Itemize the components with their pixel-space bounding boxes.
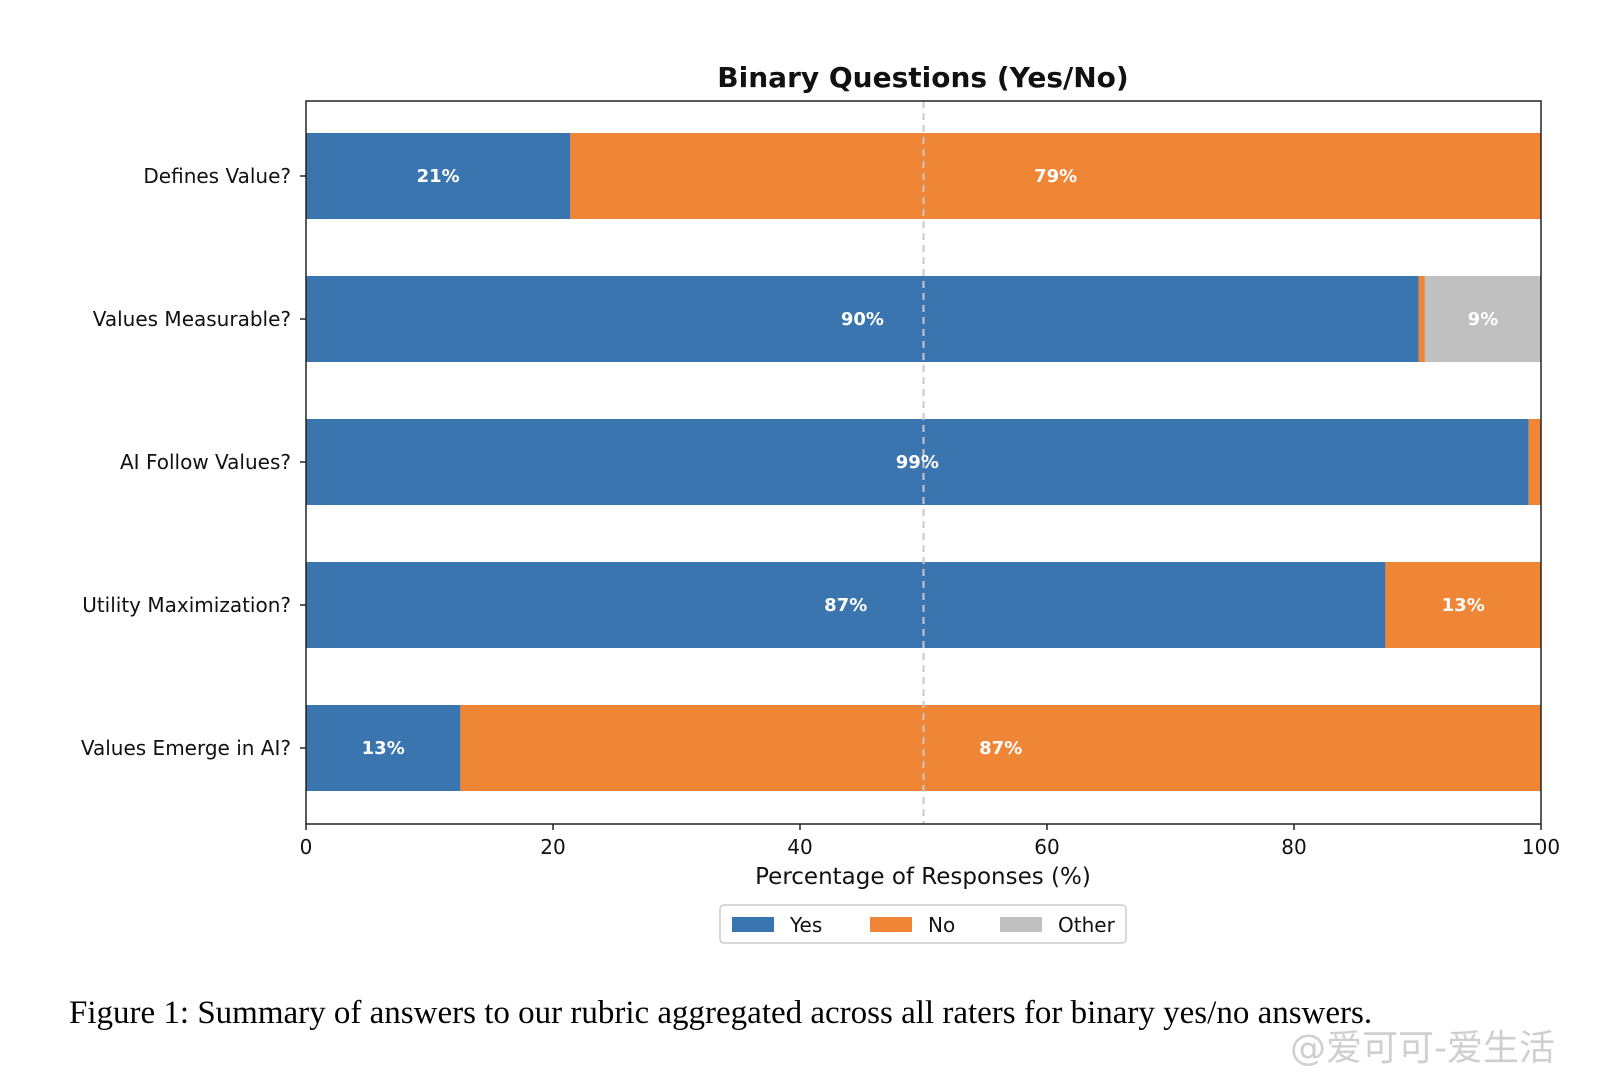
bar-label-other-1: 9% xyxy=(1468,309,1499,330)
bar-label-no-3: 13% xyxy=(1442,595,1485,616)
legend: Yes No Other xyxy=(719,904,1127,944)
x-tick-label: 100 xyxy=(1522,835,1560,859)
bar-no-1 xyxy=(1418,276,1425,362)
bar-yes-1 xyxy=(306,276,1419,362)
x-tick-label: 20 xyxy=(540,835,565,859)
x-tick-label: 40 xyxy=(787,835,812,859)
category-label: AI Follow Values? xyxy=(120,450,291,474)
bar-no-0 xyxy=(570,133,1541,219)
bar-yes-3 xyxy=(306,562,1386,648)
category-label: Defines Value? xyxy=(143,164,291,188)
x-tick-label: 0 xyxy=(300,835,313,859)
bar-label-yes-1: 90% xyxy=(841,309,884,330)
legend-items: Yes No Other xyxy=(732,913,1116,937)
bar-label-yes-3: 87% xyxy=(824,595,867,616)
bar-no-3 xyxy=(1385,562,1541,648)
legend-label-no: No xyxy=(928,913,955,937)
watermark: @爱可可-爱生活 xyxy=(1290,1028,1555,1069)
bar-other-1 xyxy=(1424,276,1541,362)
category-label: Values Emerge in AI? xyxy=(81,736,291,760)
y-axis: Defines Value? Values Measurable? AI Follo… xyxy=(81,164,306,760)
category-label: Values Measurable? xyxy=(93,307,291,331)
x-tick-label: 80 xyxy=(1281,835,1306,859)
bar-label-yes-4: 13% xyxy=(362,738,405,759)
x-axis: 0 20 40 60 80 100 xyxy=(300,824,1560,859)
figure-caption: Figure 1: Summary of answers to our rubr… xyxy=(69,995,1372,1031)
bar-labels-layer: 21% 79% 90% 9% 99% 87% 13% 13% 87% xyxy=(362,166,1499,759)
bar-yes-0 xyxy=(306,133,571,219)
legend-swatch-yes xyxy=(732,917,774,932)
x-tick-label: 60 xyxy=(1034,835,1059,859)
legend-label-other: Other xyxy=(1058,913,1116,937)
legend-label-yes: Yes xyxy=(789,913,822,937)
bar-no-2 xyxy=(1528,419,1541,505)
bar-yes-2 xyxy=(306,419,1529,505)
bar-label-yes-0: 21% xyxy=(417,166,460,187)
legend-frame xyxy=(719,904,1127,944)
bar-yes-4 xyxy=(306,705,461,791)
category-label: Utility Maximization? xyxy=(82,593,291,617)
chart-title: Binary Questions (Yes/No) xyxy=(717,61,1128,94)
bar-label-no-4: 87% xyxy=(979,738,1022,759)
x-axis-label: Percentage of Responses (%) xyxy=(755,864,1091,890)
bar-no-4 xyxy=(460,705,1541,791)
bar-label-no-0: 79% xyxy=(1034,166,1077,187)
bars-layer xyxy=(306,133,1541,791)
bar-label-yes-2: 99% xyxy=(896,452,939,473)
legend-swatch-other xyxy=(1000,917,1042,932)
legend-swatch-no xyxy=(870,917,912,932)
